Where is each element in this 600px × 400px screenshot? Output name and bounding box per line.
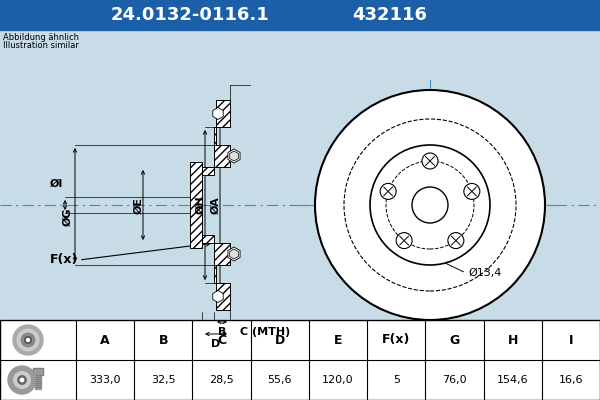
Text: ØG: ØG xyxy=(63,208,73,226)
Circle shape xyxy=(17,329,39,351)
Bar xyxy=(214,145,230,167)
Circle shape xyxy=(370,145,490,265)
Bar xyxy=(202,235,214,243)
Text: B: B xyxy=(218,327,226,337)
Circle shape xyxy=(422,153,438,169)
Text: C (MTH): C (MTH) xyxy=(240,327,290,337)
Text: I: I xyxy=(569,334,573,346)
Text: ØA: ØA xyxy=(211,196,221,214)
Bar xyxy=(0,320,600,400)
Circle shape xyxy=(18,376,26,384)
Text: B: B xyxy=(158,334,168,346)
Text: 5: 5 xyxy=(393,375,400,385)
Bar xyxy=(190,162,202,248)
Bar xyxy=(214,265,216,283)
Text: Illustration similar: Illustration similar xyxy=(3,41,79,50)
Circle shape xyxy=(21,333,35,347)
Text: 76,0: 76,0 xyxy=(442,375,467,385)
Bar xyxy=(35,375,41,389)
Text: ØE: ØE xyxy=(134,196,144,214)
Circle shape xyxy=(26,338,29,342)
Text: C: C xyxy=(217,334,226,346)
Circle shape xyxy=(448,232,464,248)
Text: 16,6: 16,6 xyxy=(559,375,583,385)
Text: 55,6: 55,6 xyxy=(268,375,292,385)
Circle shape xyxy=(464,184,480,200)
Text: 432116: 432116 xyxy=(353,6,427,24)
Text: 32,5: 32,5 xyxy=(151,375,176,385)
Circle shape xyxy=(380,184,396,200)
Bar xyxy=(0,320,600,400)
Text: 120,0: 120,0 xyxy=(322,375,354,385)
Text: E: E xyxy=(334,334,342,346)
Text: ØI: ØI xyxy=(50,179,64,189)
Bar xyxy=(0,0,600,30)
Circle shape xyxy=(20,378,23,382)
Circle shape xyxy=(412,187,448,223)
Circle shape xyxy=(13,325,43,355)
Text: ØH: ØH xyxy=(196,196,206,214)
Circle shape xyxy=(14,372,31,388)
Text: A: A xyxy=(100,334,110,346)
Circle shape xyxy=(396,232,412,248)
Circle shape xyxy=(25,337,31,343)
Bar xyxy=(214,243,230,265)
Text: F(x): F(x) xyxy=(50,254,78,266)
Circle shape xyxy=(315,90,545,320)
Text: 24.0132-0116.1: 24.0132-0116.1 xyxy=(110,6,269,24)
Text: 28,5: 28,5 xyxy=(209,375,234,385)
Text: Abbildung ähnlich: Abbildung ähnlich xyxy=(3,33,79,42)
Text: F(x): F(x) xyxy=(382,334,410,346)
Text: G: G xyxy=(449,334,460,346)
Text: D: D xyxy=(211,339,221,349)
Bar xyxy=(216,100,230,127)
Text: 333,0: 333,0 xyxy=(89,375,121,385)
Bar xyxy=(33,368,43,375)
Text: 154,6: 154,6 xyxy=(497,375,529,385)
Bar xyxy=(202,167,214,175)
Text: Ø13,4: Ø13,4 xyxy=(468,268,502,278)
Bar xyxy=(34,369,42,374)
Circle shape xyxy=(8,366,36,394)
Text: H: H xyxy=(508,334,518,346)
Bar xyxy=(214,127,216,145)
Bar xyxy=(216,283,230,310)
Text: D: D xyxy=(275,334,285,346)
